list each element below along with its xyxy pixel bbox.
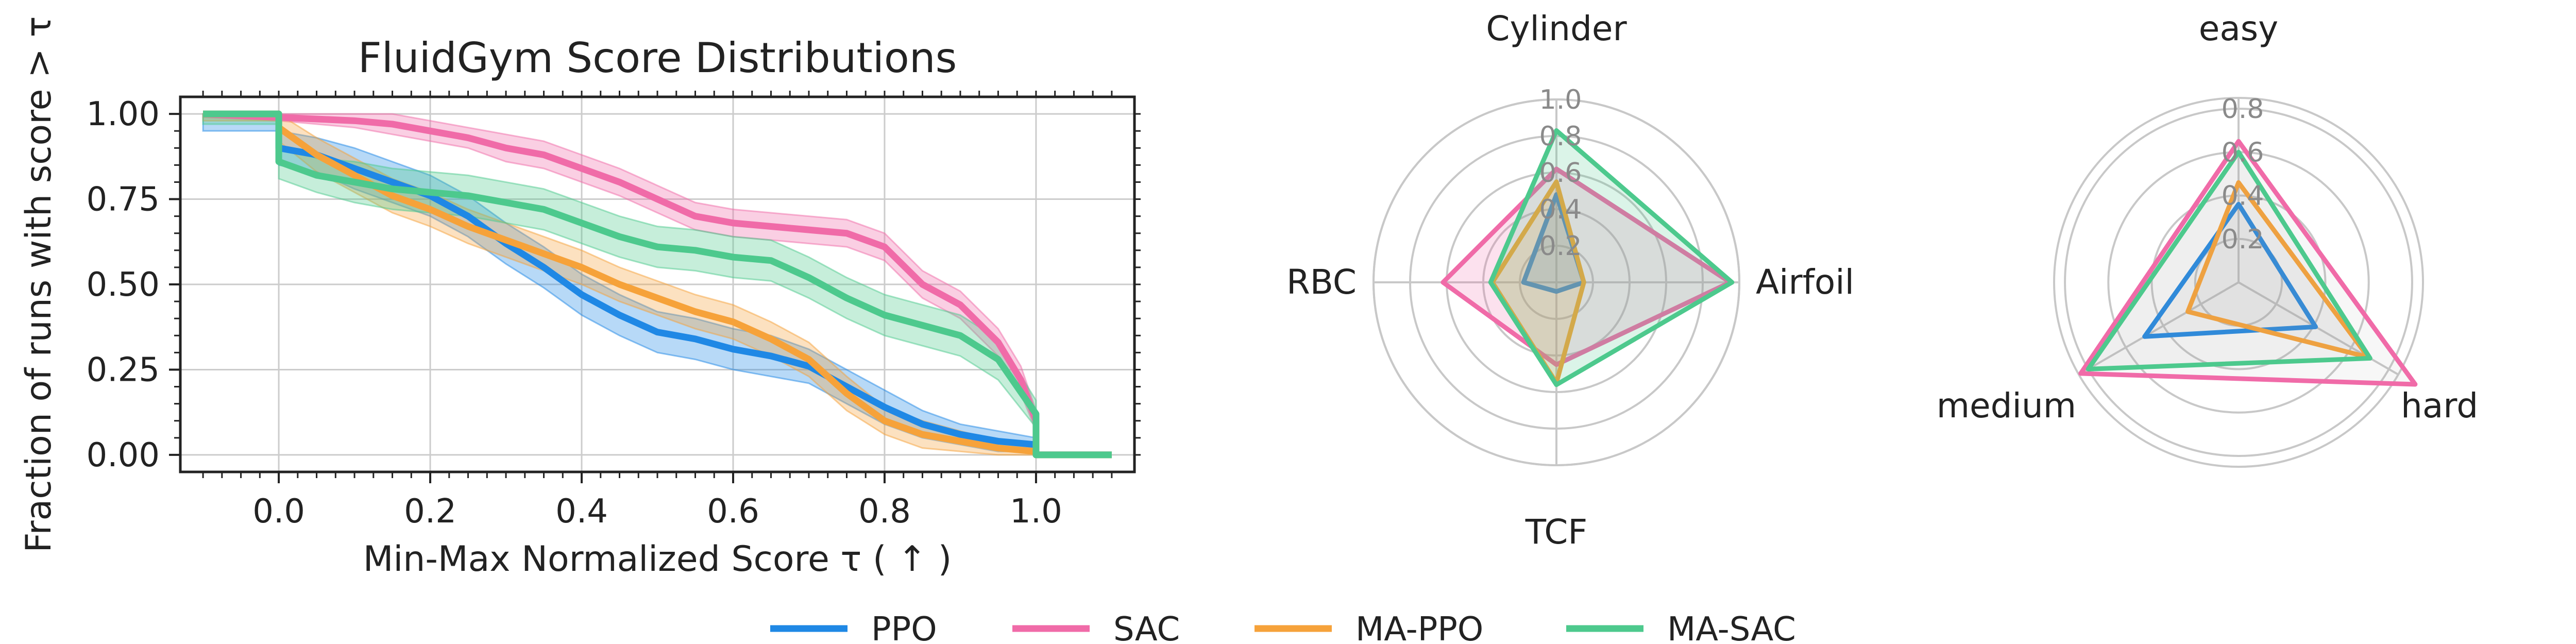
radar-tick-label: 0.6 <box>1539 158 1582 189</box>
radar-tick-label: 0.4 <box>1539 194 1582 225</box>
radar-ppo <box>2142 201 2318 339</box>
radar-axis-label-easy: easy <box>2199 9 2279 48</box>
radar-axis-label-medium: medium <box>1937 386 2076 426</box>
line-chart-ylabel: Fraction of runs with score > τ <box>19 16 59 552</box>
legend-label-ma-sac: MA-SAC <box>1667 611 1796 644</box>
legend-label-sac: SAC <box>1113 611 1180 644</box>
series-lines <box>202 110 1112 459</box>
y-tick-label: 0.75 <box>87 181 160 219</box>
difficulty-radar-labels: 0.2 0.4 0.6 0.8 easy hard medium <box>1937 9 2478 426</box>
radar-ma-ppo <box>2185 180 2371 360</box>
x-tick-label: 0.8 <box>858 493 911 531</box>
radar-axis-label-hard: hard <box>2401 386 2478 426</box>
legend-label-ppo: PPO <box>871 611 937 644</box>
y-tick-label: 0.25 <box>87 351 160 389</box>
y-tick-label: 1.00 <box>87 95 160 133</box>
x-tick-label: 0.6 <box>707 493 759 531</box>
line-ma-ppo <box>203 110 1112 459</box>
line-ma-sac <box>203 110 1112 459</box>
env-radar-series <box>1440 128 1735 387</box>
score-distribution-chart: FluidGym Score Distributions Min-Max Nor… <box>19 16 1141 580</box>
radar-axis-label-tcf: TCF <box>1525 512 1588 552</box>
x-tick-label: 0.2 <box>404 493 456 531</box>
radar-tick-label: 0.2 <box>2222 224 2264 255</box>
radar-sac <box>2078 139 2418 387</box>
difficulty-radar-chart: 0.2 0.4 0.6 0.8 easy hard medium <box>1937 9 2478 468</box>
radar-spoke <box>2078 281 2239 376</box>
env-radar-chart: 0.2 0.4 0.6 0.8 1.0 Cylinder Airfoil TCF RBC <box>1286 9 1854 552</box>
line-chart-title: FluidGym Score Distributions <box>358 34 957 82</box>
difficulty-radar-series <box>2078 139 2418 387</box>
x-tick-label: 0.4 <box>555 493 608 531</box>
radar-tick-label: 0.8 <box>2222 94 2264 125</box>
line-chart-xlabel: Min-Max Normalized Score τ ( ↑ ) <box>363 539 952 580</box>
line-sac <box>202 110 1112 459</box>
x-tick-label: 1.0 <box>1010 493 1062 531</box>
radar-tick-label: 1.0 <box>1539 84 1582 115</box>
radar-axis-label-cylinder: Cylinder <box>1486 9 1627 48</box>
line-chart-frame <box>179 95 1136 473</box>
radar-ma-sac <box>1488 128 1735 387</box>
x-tick-label: 0.0 <box>252 493 305 531</box>
radar-ma-sac <box>2086 149 2372 371</box>
radar-axis-label-rbc: RBC <box>1286 262 1357 302</box>
y-tick-label: 0.50 <box>87 266 160 304</box>
y-tick-label: 0.00 <box>87 436 160 474</box>
radar-tick-label: 0.8 <box>1539 121 1582 152</box>
legend-label-ma-ppo: MA-PPO <box>1355 611 1483 644</box>
radar-tick-label: 0.6 <box>2222 137 2264 168</box>
radar-tick-label: 0.4 <box>2222 181 2264 212</box>
env-radar-labels: 0.2 0.4 0.6 0.8 1.0 Cylinder Airfoil TCF RBC <box>1286 9 1854 552</box>
radar-tick-label: 0.2 <box>1539 231 1582 262</box>
legend: PPO SAC MA-PPO MA-SAC <box>770 611 1796 644</box>
radar-axis-label-airfoil: Airfoil <box>1756 262 1854 302</box>
line-ppo <box>203 110 1112 459</box>
